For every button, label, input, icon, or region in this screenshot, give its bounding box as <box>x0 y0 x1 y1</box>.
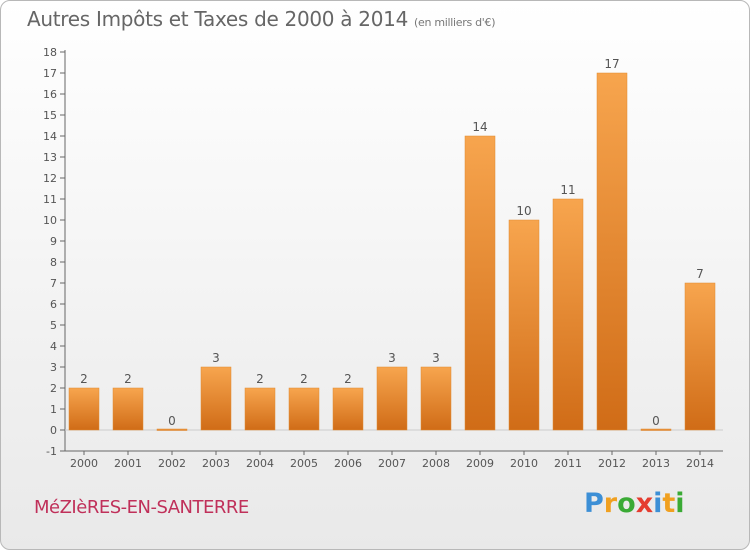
data-label: 17 <box>604 57 619 71</box>
logo-letter: x <box>635 488 654 519</box>
y-tick-label: 8 <box>50 256 57 269</box>
y-tick-label: 6 <box>50 298 57 311</box>
y-tick-label: 4 <box>50 340 57 353</box>
bar <box>464 135 496 431</box>
y-tick-label: 18 <box>43 46 57 59</box>
y-tick-label: 10 <box>43 214 57 227</box>
logo-letter: i <box>675 488 685 519</box>
data-label: 3 <box>432 351 440 365</box>
x-tick-label: 2010 <box>510 457 538 470</box>
data-label: 11 <box>560 183 575 197</box>
x-tick-label: 2002 <box>158 457 186 470</box>
x-tick-label: 2014 <box>686 457 714 470</box>
bar <box>244 387 276 431</box>
y-tick-label: 2 <box>50 382 57 395</box>
x-tick-label: 2012 <box>598 457 626 470</box>
logo-letter: P <box>584 488 604 519</box>
data-label: 2 <box>256 372 264 386</box>
chart-subtitle: (en milliers d'€) <box>414 16 496 29</box>
y-tick-label: 15 <box>43 109 57 122</box>
y-tick-label: 5 <box>50 319 57 332</box>
y-tick-label: 14 <box>43 130 57 143</box>
x-tick-label: 2007 <box>378 457 406 470</box>
x-tick-label: 2006 <box>334 457 362 470</box>
bars <box>68 72 716 431</box>
bar <box>420 366 452 431</box>
y-tick-label: 13 <box>43 151 57 164</box>
y-tick-label: 17 <box>43 67 57 80</box>
bar <box>112 387 144 431</box>
y-tick-label: 7 <box>50 277 57 290</box>
bar <box>684 282 716 431</box>
x-tick-label: 2008 <box>422 457 450 470</box>
logo-letter: i <box>653 488 663 519</box>
bar <box>640 428 672 431</box>
logo-letter: t <box>662 488 676 519</box>
bar <box>156 428 188 431</box>
chart-title: Autres Impôts et Taxes de 2000 à 2014 (en… <box>27 7 495 31</box>
x-tick-label: 2011 <box>554 457 582 470</box>
x-tick-label: 2001 <box>114 457 142 470</box>
x-tick-label: 2013 <box>642 457 670 470</box>
y-tick-label: 12 <box>43 172 57 185</box>
data-label: 0 <box>652 414 660 428</box>
y-tick-label: 0 <box>50 424 57 437</box>
data-label: 0 <box>168 414 176 428</box>
proxiti-logo[interactable]: Proxiti <box>584 488 685 519</box>
y-tick-label: -1 <box>46 445 57 458</box>
data-label: 3 <box>212 351 220 365</box>
bar <box>376 366 408 431</box>
chart-title-text: Autres Impôts et Taxes de 2000 à 2014 <box>27 7 408 31</box>
bar <box>332 387 364 431</box>
x-tick-label: 2000 <box>70 457 98 470</box>
data-labels: 2 2 0 3 2 2 2 3 3 14 10 11 17 0 7 <box>80 57 704 428</box>
data-label: 14 <box>472 120 487 134</box>
data-label: 10 <box>516 204 531 218</box>
x-tick-label: 2004 <box>246 457 274 470</box>
x-tick-label: 2009 <box>466 457 494 470</box>
data-label: 2 <box>124 372 132 386</box>
commune-name: MéZIèRES-EN-SANTERRE <box>34 497 249 518</box>
logo-letter: o <box>617 488 636 519</box>
x-tick-label: 2003 <box>202 457 230 470</box>
x-tick-label: 2005 <box>290 457 318 470</box>
bar <box>200 366 232 431</box>
logo-letter: r <box>603 488 618 519</box>
data-label: 2 <box>80 372 88 386</box>
y-tick-label: 11 <box>43 193 57 206</box>
y-tick-label: 3 <box>50 361 57 374</box>
bar <box>288 387 320 431</box>
data-label: 2 <box>344 372 352 386</box>
y-tick-label: 9 <box>50 235 57 248</box>
bar <box>596 72 628 431</box>
bar <box>508 219 540 431</box>
bar <box>68 387 100 431</box>
y-tick-label: 1 <box>50 403 57 416</box>
y-tick-label: 16 <box>43 88 57 101</box>
data-label: 2 <box>300 372 308 386</box>
bar <box>552 198 584 431</box>
data-label: 7 <box>696 267 704 281</box>
data-label: 3 <box>388 351 396 365</box>
